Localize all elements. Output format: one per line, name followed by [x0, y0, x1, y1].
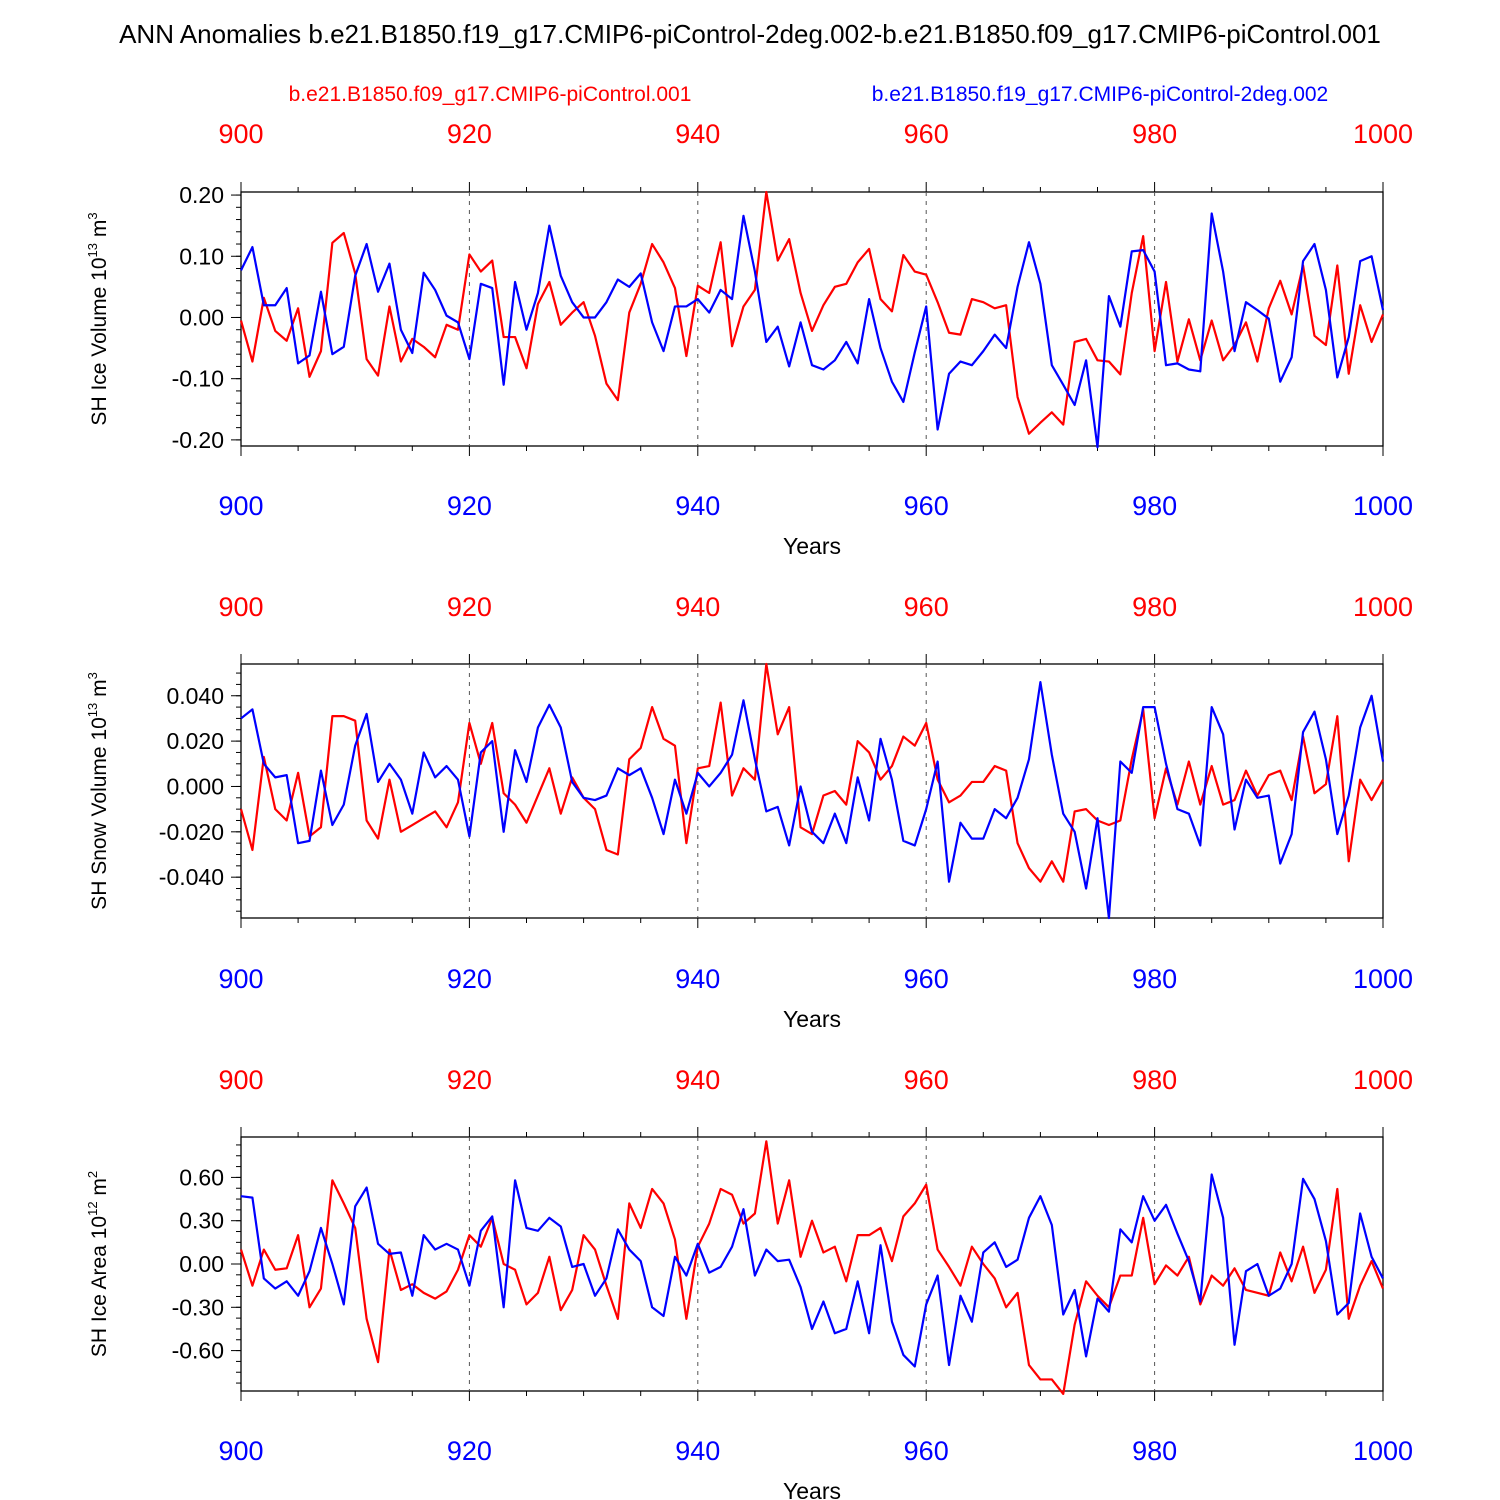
x-tick-label-bottom: 920	[447, 491, 492, 521]
x-axis-label: Years	[783, 1478, 841, 1500]
series-line-blue	[240, 212, 1385, 449]
plot-frame	[240, 191, 1384, 447]
x-axis-label: Years	[783, 1006, 841, 1032]
plot-frame	[240, 663, 1384, 919]
x-tick-label-bottom: 980	[1132, 964, 1177, 994]
x-tick-label-bottom: 1000	[1353, 1436, 1413, 1466]
y-tick-label: -0.30	[172, 1294, 224, 1320]
x-tick-label-top: 940	[675, 1065, 720, 1095]
x-axis-label: Years	[783, 533, 841, 559]
y-tick-label: 0.20	[179, 182, 224, 208]
y-tick-label: 0.00	[179, 304, 224, 330]
x-tick-label-top: 960	[904, 1065, 949, 1095]
y-axis-label: SH Snow Volume 1013 m3	[85, 672, 111, 910]
legend-blue-label: b.e21.B1850.f19_g17.CMIP6-piControl-2deg…	[872, 83, 1328, 106]
x-tick-label-top: 900	[218, 119, 263, 149]
x-tick-label-bottom: 960	[904, 1436, 949, 1466]
panel-ice-area: 900 900 920 920 940 940 960 960 980 980 1000 1000 Ye…	[85, 1065, 1413, 1500]
panels: 900 900 920 920 940 940 960 960 980 980 1000 1000 Ye…	[85, 119, 1413, 1500]
x-tick-label-bottom: 980	[1132, 491, 1177, 521]
series-line-red	[239, 662, 1384, 883]
series-line-blue	[240, 681, 1385, 920]
chart-title: ANN Anomalies b.e21.B1850.f19_g17.CMIP6-…	[119, 19, 1381, 49]
y-tick-label: 0.10	[179, 243, 224, 269]
x-tick-label-top: 920	[447, 119, 492, 149]
x-tick-label-top: 960	[904, 592, 949, 622]
y-tick-label: -0.020	[159, 819, 224, 845]
x-tick-label-bottom: 920	[447, 1436, 492, 1466]
y-tick-label: -0.040	[159, 864, 224, 890]
series-line-red	[239, 190, 1385, 435]
y-tick-label: -0.20	[172, 427, 224, 453]
y-tick-label: 0.000	[166, 773, 224, 799]
x-tick-label-top: 980	[1132, 592, 1177, 622]
x-tick-label-top: 920	[447, 1065, 492, 1095]
x-tick-label-bottom: 980	[1132, 1436, 1177, 1466]
x-tick-label-top: 1000	[1353, 119, 1413, 149]
x-tick-label-bottom: 940	[675, 491, 720, 521]
y-tick-label: -0.10	[172, 366, 224, 392]
y-tick-label: 0.020	[166, 728, 224, 754]
x-tick-label-top: 980	[1132, 119, 1177, 149]
series-line-blue	[240, 1173, 1384, 1368]
y-tick-label: 0.00	[179, 1251, 224, 1277]
y-tick-label: -0.60	[172, 1338, 224, 1364]
x-tick-label-top: 940	[675, 592, 720, 622]
x-tick-label-bottom: 920	[447, 964, 492, 994]
y-axis-label: SH Ice Volume 1013 m3	[85, 212, 111, 425]
panel-snow-volume: 900 900 920 920 940 940 960 960 980 980 1000 1000 Ye…	[85, 592, 1413, 1032]
x-tick-label-bottom: 900	[218, 1436, 263, 1466]
x-tick-label-bottom: 940	[675, 964, 720, 994]
x-tick-label-bottom: 960	[904, 964, 949, 994]
y-tick-label: 0.040	[166, 683, 224, 709]
x-tick-label-top: 1000	[1353, 592, 1413, 622]
x-tick-label-bottom: 940	[675, 1436, 720, 1466]
y-axis-label: SH Ice Area 1012 m2	[85, 1171, 111, 1357]
x-tick-label-bottom: 900	[218, 964, 263, 994]
panel-ice-volume: 900 900 920 920 940 940 960 960 980 980 1000 1000 Ye…	[85, 119, 1413, 559]
y-tick-label: 0.30	[179, 1208, 224, 1234]
legend-red-label: b.e21.B1850.f09_g17.CMIP6-piControl.001	[289, 83, 692, 106]
x-tick-label-bottom: 960	[904, 491, 949, 521]
x-tick-label-bottom: 900	[218, 491, 263, 521]
x-tick-label-bottom: 1000	[1353, 491, 1413, 521]
x-tick-label-top: 900	[218, 592, 263, 622]
x-tick-label-top: 960	[904, 119, 949, 149]
x-tick-label-top: 1000	[1353, 1065, 1413, 1095]
x-tick-label-top: 920	[447, 592, 492, 622]
x-tick-label-top: 940	[675, 119, 720, 149]
x-tick-label-top: 980	[1132, 1065, 1177, 1095]
x-tick-label-bottom: 1000	[1353, 964, 1413, 994]
x-tick-label-top: 900	[218, 1065, 263, 1095]
y-tick-label: 0.60	[179, 1164, 224, 1190]
